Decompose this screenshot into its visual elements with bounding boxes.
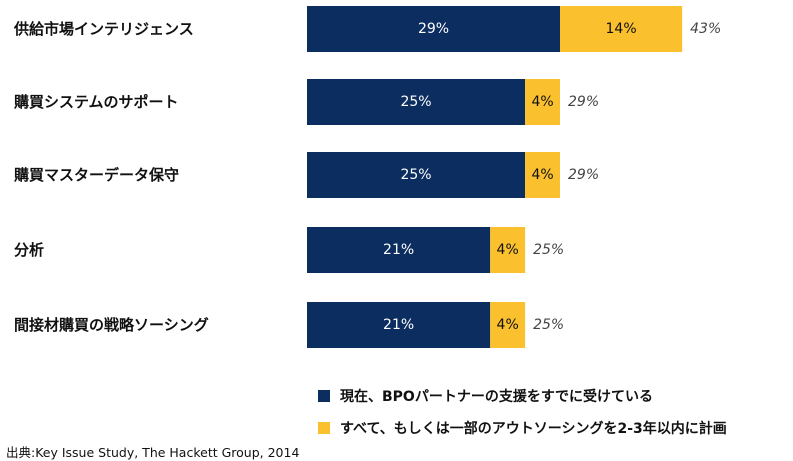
stacked-bar-chart: 供給市場インテリジェンス 29% 14% 43% 購買システムのサポート 25% 4% 29%… — [13, 6, 721, 348]
legend-swatch-navy — [318, 390, 330, 402]
category-label: 購買システムのサポート — [13, 93, 179, 111]
bar-segment-planned — [490, 302, 526, 348]
source-note: 出典:Key Issue Study, The Hackett Group, 2… — [6, 445, 300, 460]
category-label: 供給市場インテリジェンス — [13, 20, 194, 38]
total-value-label: 29% — [568, 167, 599, 183]
segment-value-label: 4% — [497, 242, 519, 258]
segment-value-label: 21% — [383, 242, 414, 258]
segment-value-label: 14% — [606, 21, 637, 37]
bar-segment-planned — [525, 79, 560, 125]
bar-segment-planned — [490, 227, 526, 273]
total-value-label: 29% — [568, 94, 599, 110]
segment-value-label: 25% — [400, 167, 431, 183]
category-label: 購買マスターデータ保守 — [13, 166, 179, 184]
legend-label-planned-outsourcing: すべて、もしくは一部のアウトソーシングを2-3年以内に計画 — [340, 421, 727, 437]
category-label: 間接材購買の戦略ソーシング — [14, 316, 209, 334]
segment-value-label: 4% — [497, 317, 519, 333]
bar-segment-current — [307, 227, 491, 273]
segment-value-label: 29% — [418, 21, 449, 37]
segment-value-label: 21% — [383, 317, 414, 333]
bar-segment-current — [307, 302, 491, 348]
total-value-label: 25% — [533, 317, 564, 333]
segment-value-label: 25% — [400, 94, 431, 110]
legend-label-current-bpo: 現在、BPOパートナーの支援をすでに受けている — [340, 389, 653, 405]
total-value-label: 25% — [533, 242, 564, 258]
legend-item-current-bpo: 現在、BPOパートナーの支援をすでに受けている — [318, 386, 788, 406]
bar-segment-planned — [525, 152, 560, 198]
segment-value-label: 4% — [531, 94, 553, 110]
bar-segment-current — [307, 152, 526, 198]
bar-segment-current — [307, 6, 560, 52]
category-label: 分析 — [14, 241, 44, 259]
total-value-label: 43% — [690, 21, 721, 37]
legend-swatch-yellow — [318, 422, 330, 434]
segment-value-label: 4% — [531, 167, 553, 183]
legend-item-planned-outsourcing: すべて、もしくは一部のアウトソーシングを2-3年以内に計画 — [318, 418, 788, 438]
bar-segment-current — [307, 79, 526, 125]
bar-segment-planned — [560, 6, 683, 52]
